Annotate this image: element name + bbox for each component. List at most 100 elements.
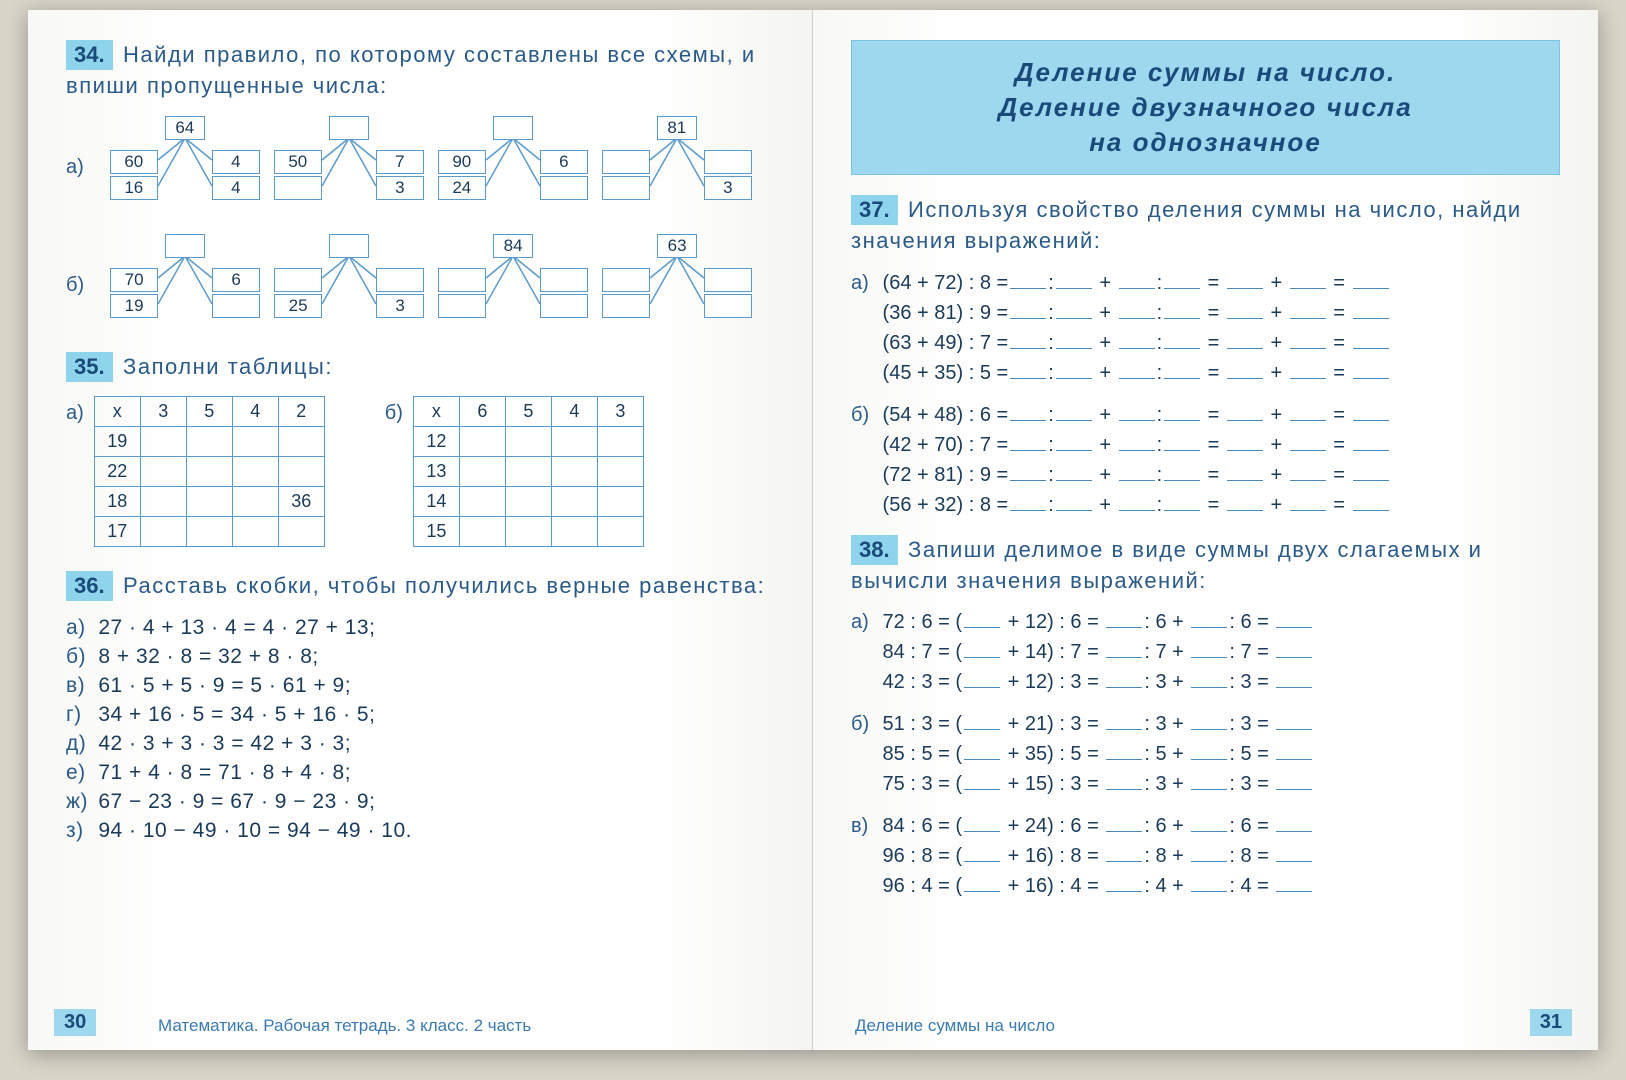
tree-ml1[interactable]: 50 [274, 150, 322, 174]
table-cell[interactable] [597, 517, 643, 547]
tree-mr1[interactable]: 6 [212, 268, 260, 292]
table-cell[interactable] [278, 427, 324, 457]
table-cell[interactable]: 15 [413, 517, 459, 547]
table-cell[interactable]: 17 [94, 517, 140, 547]
tree-ml2[interactable] [602, 294, 650, 318]
tree-mr2[interactable]: 3 [376, 176, 424, 200]
table-cell[interactable] [140, 427, 186, 457]
table-cell[interactable] [186, 517, 232, 547]
tree-ml1[interactable] [602, 268, 650, 292]
tree-ml1[interactable] [602, 150, 650, 174]
tree-mr1[interactable]: 7 [376, 150, 424, 174]
left-footer: Математика. Рабочая тетрадь. 3 класс. 2 … [158, 1016, 531, 1036]
ex36-equation: д) 42 · 3 + 3 · 3 = 42 + 3 · 3; [66, 732, 774, 756]
tree-diagram: 50 73 [274, 116, 424, 216]
ex34-header: 34. Найди правило, по которому составлен… [66, 40, 774, 102]
tree-ml2[interactable] [274, 176, 322, 200]
ex38-group: в) 84 : 6 = ( + 24) : 6 = : 6 + : 6 = 96… [851, 814, 1560, 898]
tree-ml2[interactable] [602, 176, 650, 200]
ex36-text: Расставь скобки, чтобы получились верные… [123, 573, 765, 598]
table-cell[interactable] [278, 517, 324, 547]
right-page-number: 31 [1530, 1009, 1572, 1036]
ex37-equation: (42 + 70) : 7 =: + : = + = [851, 433, 1560, 457]
tree-top[interactable]: 84 [493, 234, 533, 258]
tree-mr2[interactable] [212, 294, 260, 318]
table-cell[interactable] [459, 427, 505, 457]
table-cell[interactable] [551, 457, 597, 487]
tree-ml1[interactable] [438, 268, 486, 292]
table-cell[interactable] [232, 457, 278, 487]
table-cell[interactable] [505, 487, 551, 517]
table-cell[interactable] [140, 487, 186, 517]
ex35-table-b: x654312131415 [413, 396, 644, 547]
table-cell[interactable] [597, 457, 643, 487]
tree-mr2[interactable] [540, 294, 588, 318]
table-cell[interactable] [505, 427, 551, 457]
tree-mr1[interactable]: 6 [540, 150, 588, 174]
tree-top[interactable] [329, 116, 369, 140]
tree-mr2[interactable]: 3 [704, 176, 752, 200]
table-cell[interactable] [232, 517, 278, 547]
table-cell[interactable]: 14 [413, 487, 459, 517]
ex35-b-label: б) [385, 402, 403, 425]
table-cell[interactable]: 13 [413, 457, 459, 487]
table-cell[interactable]: 22 [94, 457, 140, 487]
table-cell[interactable] [505, 457, 551, 487]
tree-ml2[interactable]: 16 [110, 176, 158, 200]
tree-ml2[interactable]: 19 [110, 294, 158, 318]
tree-ml2[interactable] [438, 294, 486, 318]
ex38-equation: а) 72 : 6 = ( + 12) : 6 = : 6 + : 6 = [851, 610, 1560, 634]
tree-mr2[interactable] [540, 176, 588, 200]
tree-mr1[interactable] [704, 150, 752, 174]
table-cell[interactable] [597, 427, 643, 457]
table-cell[interactable] [551, 517, 597, 547]
table-cell[interactable] [459, 457, 505, 487]
tree-mr1[interactable] [704, 268, 752, 292]
table-cell[interactable]: 18 [94, 487, 140, 517]
table-cell[interactable] [597, 487, 643, 517]
ex36-header: 36. Расставь скобки, чтобы получились ве… [66, 571, 774, 602]
table-cell[interactable] [551, 427, 597, 457]
table-cell[interactable] [186, 487, 232, 517]
tree-mr1[interactable]: 4 [212, 150, 260, 174]
tree-mr2[interactable]: 4 [212, 176, 260, 200]
table-cell[interactable]: 12 [413, 427, 459, 457]
tree-top[interactable]: 81 [657, 116, 697, 140]
tree-ml1[interactable]: 70 [110, 268, 158, 292]
table-cell[interactable] [505, 517, 551, 547]
tree-diagram: 63 [602, 234, 752, 334]
tree-mr2[interactable]: 3 [376, 294, 424, 318]
tree-ml2[interactable]: 24 [438, 176, 486, 200]
table-cell[interactable] [232, 487, 278, 517]
ex38-equation: 96 : 8 = ( + 16) : 8 = : 8 + : 8 = [851, 844, 1560, 868]
table-cell[interactable] [459, 487, 505, 517]
tree-top[interactable] [493, 116, 533, 140]
tree-mr1[interactable] [540, 268, 588, 292]
ex37-equation: (36 + 81) : 9 =: + : = + = [851, 301, 1560, 325]
table-cell[interactable] [140, 457, 186, 487]
tree-ml1[interactable]: 60 [110, 150, 158, 174]
table-cell[interactable] [551, 487, 597, 517]
tree-top[interactable] [165, 234, 205, 258]
table-cell[interactable] [140, 517, 186, 547]
tree-mr2[interactable] [704, 294, 752, 318]
table-cell[interactable] [459, 517, 505, 547]
table-cell[interactable] [186, 427, 232, 457]
table-cell[interactable] [278, 457, 324, 487]
tree-ml1[interactable] [274, 268, 322, 292]
tree-top[interactable]: 64 [165, 116, 205, 140]
tree-ml2[interactable]: 25 [274, 294, 322, 318]
tree-top[interactable] [329, 234, 369, 258]
table-cell[interactable]: 36 [278, 487, 324, 517]
ex37-equation: а) (64 + 72) : 8 =: + : = + = [851, 271, 1560, 295]
table-cell[interactable] [232, 427, 278, 457]
ex36-equation: б) 8 + 32 · 8 = 32 + 8 · 8; [66, 645, 774, 669]
ex36-equation: г) 34 + 16 · 5 = 34 · 5 + 16 · 5; [66, 703, 774, 727]
ex37-group-a: а) (64 + 72) : 8 =: + : = + = (36 + 81) … [851, 271, 1560, 385]
tree-top[interactable]: 63 [657, 234, 697, 258]
table-cell[interactable] [186, 457, 232, 487]
table-header-cell: 6 [459, 397, 505, 427]
tree-mr1[interactable] [376, 268, 424, 292]
tree-ml1[interactable]: 90 [438, 150, 486, 174]
table-cell[interactable]: 19 [94, 427, 140, 457]
